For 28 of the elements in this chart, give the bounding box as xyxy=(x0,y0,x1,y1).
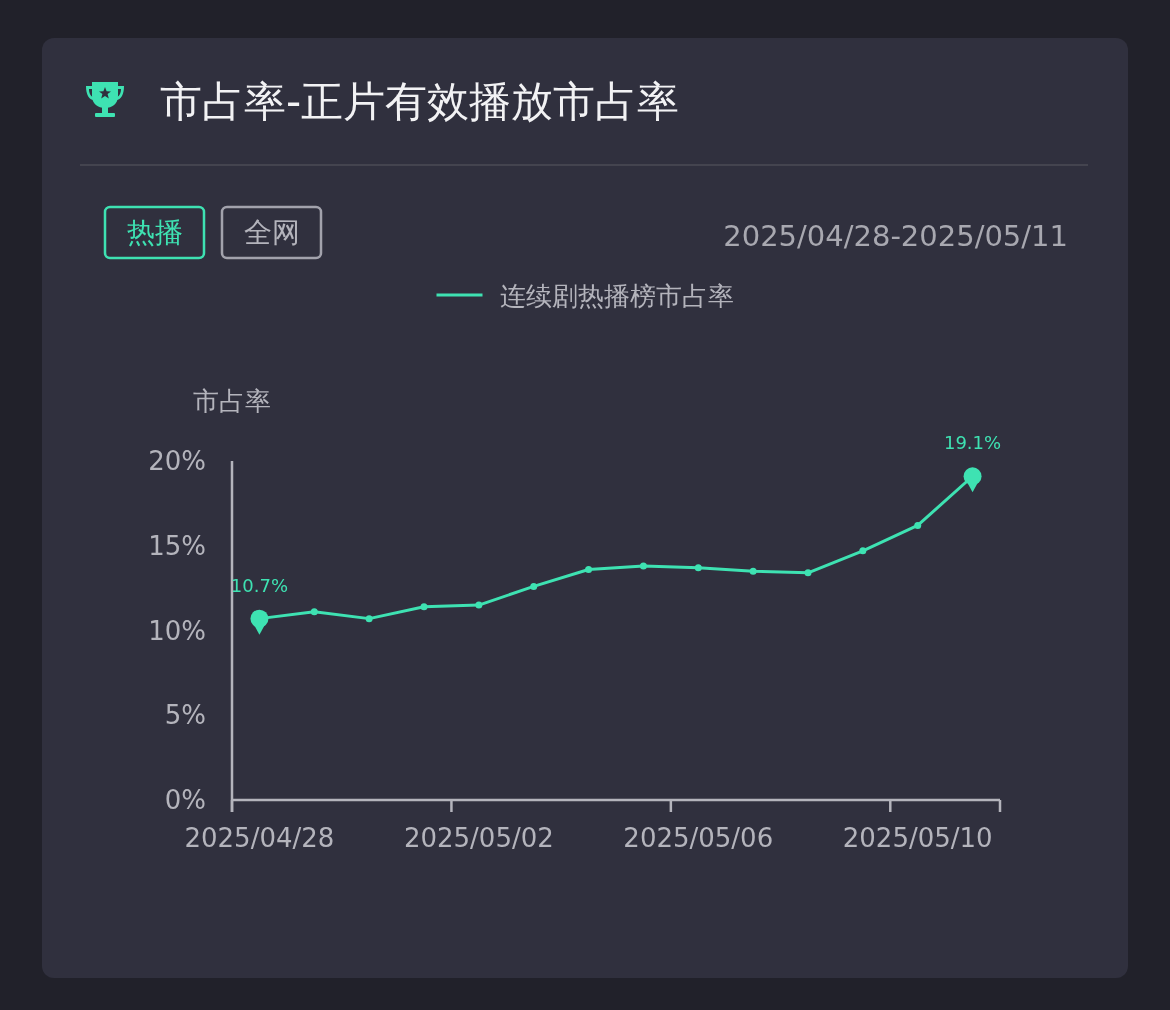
point xyxy=(804,569,812,577)
point xyxy=(530,582,538,590)
x-tick-label: 2025/05/10 xyxy=(842,823,993,853)
x-tick-label: 2025/05/02 xyxy=(403,823,554,853)
point xyxy=(694,564,702,572)
point xyxy=(585,565,593,573)
x-tick-label: 2025/04/28 xyxy=(184,823,335,853)
y-axis-title: 市占率 xyxy=(193,386,271,416)
chart-subtitle: 2025/04/28-2025/05/11 xyxy=(723,219,1068,253)
point xyxy=(365,615,373,623)
point xyxy=(749,567,757,575)
y-tick-label: 20% xyxy=(148,446,206,477)
point xyxy=(475,601,483,609)
x-tick-label: 2025/05/06 xyxy=(623,823,774,853)
tab-button: 热播 xyxy=(103,205,206,260)
chart-title: 市占率-正片有效播放市占率 xyxy=(160,77,680,126)
legend-label: 连续剧热播榜市占率 xyxy=(499,281,734,311)
y-tick-label: 15% xyxy=(148,530,206,561)
point xyxy=(310,608,318,616)
point xyxy=(914,521,922,529)
point xyxy=(420,603,428,611)
data-label: 19.1% xyxy=(943,432,1002,454)
tab-button: 全网 xyxy=(220,205,323,260)
point xyxy=(639,562,647,570)
point xyxy=(859,547,867,555)
y-tick-label: 10% xyxy=(148,615,206,646)
y-tick-label: 0% xyxy=(164,785,206,816)
y-tick-label: 5% xyxy=(164,700,206,731)
